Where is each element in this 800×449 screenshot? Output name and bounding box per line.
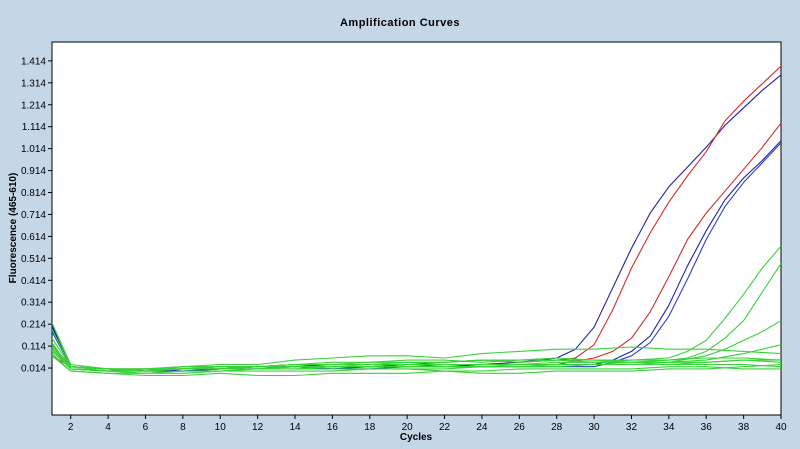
chart-title: Amplification Curves <box>339 17 461 29</box>
y-tick-label: 0.514 <box>21 254 46 265</box>
x-tick-label: 24 <box>476 422 488 433</box>
y-tick-label: 1.214 <box>21 100 46 111</box>
x-axis-label: Cycles <box>400 432 433 443</box>
x-tick-label: 36 <box>701 422 713 433</box>
x-tick-label: 22 <box>439 422 451 433</box>
y-tick-label: 0.714 <box>21 210 46 221</box>
plot-area <box>51 41 782 416</box>
y-tick-label: 0.414 <box>21 276 46 287</box>
x-tick-label: 10 <box>215 422 227 433</box>
x-tick-label: 12 <box>252 422 264 433</box>
x-tick-label: 34 <box>663 422 675 433</box>
series-line-15 <box>51 355 782 377</box>
y-tick-label: 0.014 <box>21 364 46 375</box>
y-tick-label: 0.114 <box>22 342 47 353</box>
y-axis-label: Fluorescence (465-610) <box>8 173 19 284</box>
x-tick-label: 4 <box>105 422 111 433</box>
x-tick-label: 32 <box>626 422 638 433</box>
series-line-9 <box>51 346 782 370</box>
x-tick-label: 40 <box>775 422 787 433</box>
y-tick-label: 1.014 <box>21 144 46 155</box>
x-tick-label: 26 <box>514 422 526 433</box>
y-tick-label: 0.314 <box>21 298 46 309</box>
x-tick-label: 16 <box>327 422 339 433</box>
series-lines <box>51 65 782 377</box>
x-tick-label: 20 <box>402 422 414 433</box>
y-tick-label: 0.814 <box>21 188 46 199</box>
y-tick-label: 1.114 <box>22 122 47 133</box>
x-tick-label: 28 <box>551 422 563 433</box>
y-tick-label: 0.614 <box>21 232 46 243</box>
series-line-14 <box>51 348 781 374</box>
x-tick-label: 8 <box>180 422 186 433</box>
x-tick-label: 6 <box>143 422 149 433</box>
y-tick-label: 0.914 <box>21 166 46 177</box>
y-tick-label: 0.214 <box>21 320 46 331</box>
x-axis: 2 4 6 8 10 12 14 16 18 20 22 24 26 28 30 32 34 36 38 40 <box>68 415 787 433</box>
y-tick-label: 1.414 <box>21 56 46 67</box>
series-line-16 <box>51 329 782 370</box>
x-tick-label: 30 <box>589 422 601 433</box>
x-tick-label: 38 <box>738 422 750 433</box>
x-tick-label: 18 <box>364 422 376 433</box>
x-tick-label: 14 <box>289 422 301 433</box>
y-tick-label: 1.314 <box>21 78 46 89</box>
x-tick-label: 2 <box>68 422 74 433</box>
y-axis: 0.014 0.114 0.214 0.314 0.414 0.514 0.614 0.714… <box>21 56 52 375</box>
